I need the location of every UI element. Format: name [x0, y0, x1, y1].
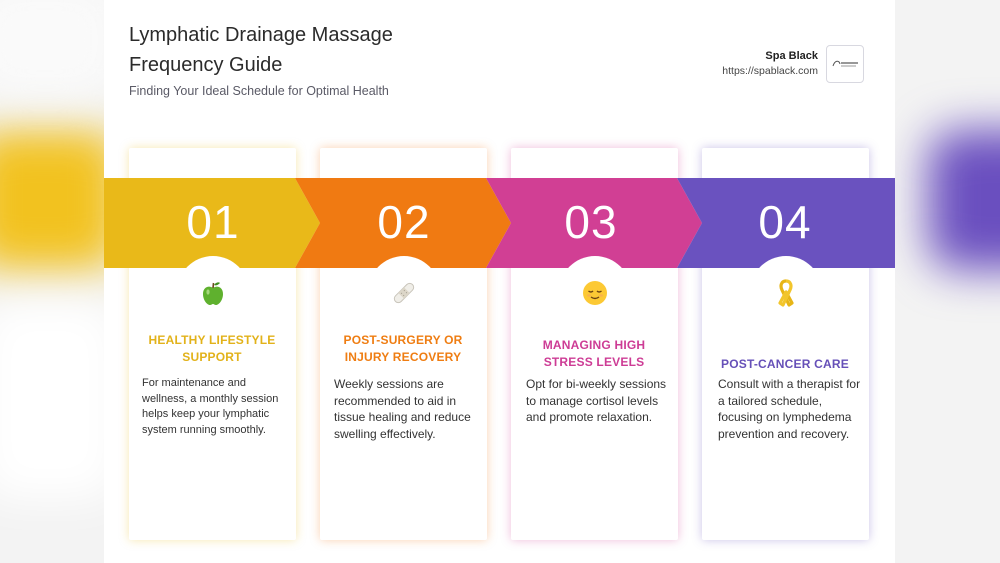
- awareness-ribbon-icon: [766, 279, 806, 307]
- card-title-1: Healthy Lifestyle Support: [148, 333, 276, 364]
- spa-logo-icon: [832, 60, 858, 67]
- step-number-1: 01: [186, 196, 240, 248]
- step-number-4: 04: [758, 196, 812, 248]
- card-body-4: Consult with a therapist for a tailored …: [718, 377, 861, 441]
- step-number-2: 02: [377, 196, 431, 248]
- card-title-4: Post-Cancer Care: [721, 357, 849, 371]
- green-apple-icon: [193, 279, 233, 307]
- right-backdrop: [890, 0, 1000, 563]
- card-body-2: Weekly sessions are recommended to aid i…: [334, 377, 471, 441]
- ribbon-step-4: [677, 178, 895, 268]
- left-backdrop: [0, 0, 110, 563]
- brand-logo: [826, 45, 864, 83]
- card-body-1: For maintenance and wellness, a monthly …: [142, 377, 279, 436]
- brand-name: Spa Black: [765, 50, 818, 62]
- ribbon-step-3: [486, 178, 702, 268]
- page-title: Lymphatic Drainage Massage Frequency Gui…: [129, 24, 393, 76]
- card-title-3: Managing High Stress Levels: [542, 338, 646, 369]
- card-body-3: Opt for bi-weekly sessions to manage cor…: [526, 377, 667, 424]
- page-subtitle: Finding Your Ideal Schedule for Optimal …: [129, 84, 389, 98]
- relieved-face-icon: [575, 279, 615, 307]
- infographic: Lymphatic Drainage Massage Frequency Gui…: [104, 0, 895, 563]
- card-title-2: Post-Surgery or Injury Recovery: [343, 333, 463, 364]
- brand-block: Spa Black https://spablack.com: [722, 48, 818, 79]
- step-number-3: 03: [564, 196, 618, 248]
- brand-url[interactable]: https://spablack.com: [722, 65, 818, 77]
- ribbon-step-1: [104, 178, 320, 268]
- bandage-icon: [384, 279, 424, 307]
- ribbon-step-2: [295, 178, 511, 268]
- step-ribbon: [104, 178, 895, 268]
